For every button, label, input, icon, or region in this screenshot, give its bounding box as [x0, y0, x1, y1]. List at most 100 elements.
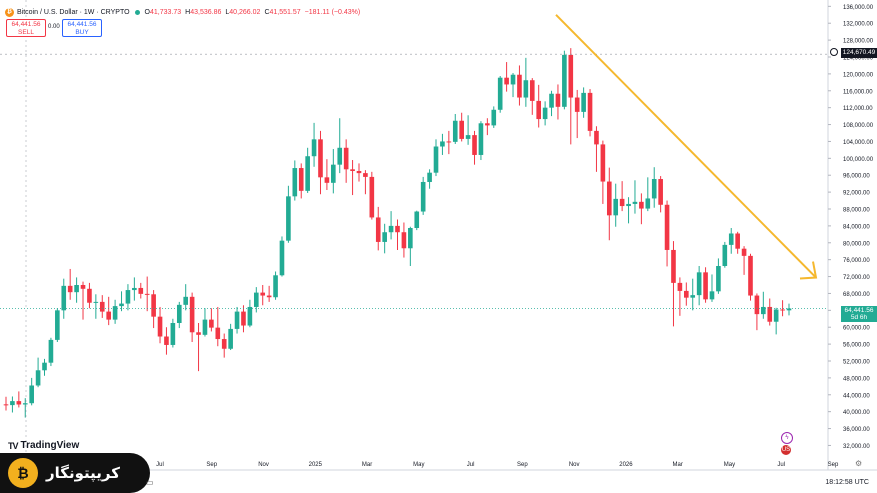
candle-body — [594, 130, 599, 145]
x-tick-label: May — [724, 462, 735, 468]
candle-body — [523, 80, 529, 98]
candle-body — [202, 319, 208, 335]
x-tick-label: 2026 — [619, 462, 633, 468]
open-value: O41,733.73 — [144, 8, 182, 16]
candle-body — [395, 225, 400, 233]
candle-body — [80, 285, 86, 289]
candle-body — [741, 248, 747, 256]
candle-body — [61, 285, 67, 311]
x-tick-label: Sep — [828, 462, 839, 468]
candle-body — [87, 288, 92, 303]
candle-body — [221, 339, 227, 349]
event-lightning-icon[interactable]: ϟ — [781, 432, 793, 444]
buy-label: BUY — [75, 29, 89, 36]
settings-gear-icon[interactable]: ⚙ — [855, 459, 863, 468]
candle-body — [510, 74, 516, 85]
candle-body — [497, 77, 503, 110]
sell-price: 64,441.56 — [11, 21, 41, 28]
candle-body — [716, 266, 721, 292]
candle-body — [209, 319, 214, 328]
y-tick-label: 36,000.00 — [843, 427, 870, 433]
candle-body — [613, 198, 619, 216]
candle-body — [433, 146, 439, 173]
candle-body — [112, 306, 118, 320]
candle-body — [125, 290, 131, 304]
candle-body — [157, 316, 163, 337]
candle-body — [22, 403, 28, 405]
candle-body — [253, 292, 259, 307]
candle-body — [722, 244, 728, 266]
x-tick-label: Nov — [258, 462, 269, 468]
y-tick-label: 116,000.00 — [843, 89, 873, 95]
x-tick-label: Jul — [156, 462, 164, 468]
candle-body — [690, 295, 696, 298]
candle-body — [266, 295, 272, 298]
high-value: H43,536.86 — [185, 8, 222, 16]
current-price-value: 64,441.56 — [844, 307, 874, 314]
candle-body — [581, 92, 586, 112]
candle-body — [375, 217, 381, 242]
x-tick-label: May — [413, 462, 424, 468]
minimize-icon[interactable]: ▭ — [146, 478, 154, 487]
y-tick-label: 112,000.00 — [843, 106, 873, 112]
candle-body — [677, 282, 683, 291]
change-value: −181.11 (−0.43%) — [304, 8, 361, 16]
candle-body — [16, 401, 22, 405]
candle-body — [542, 107, 548, 120]
candle-body — [773, 309, 779, 322]
candle-body — [401, 232, 407, 249]
candle-body — [408, 228, 413, 249]
candle-body — [658, 179, 663, 205]
tradingview-text: TradingView — [20, 440, 80, 451]
alert-circle-icon[interactable] — [830, 48, 838, 56]
y-tick-label: 108,000.00 — [843, 123, 874, 129]
candle-body — [600, 144, 606, 182]
y-tick-label: 52,000.00 — [843, 360, 870, 366]
candle-body — [414, 211, 420, 228]
candle-body — [292, 168, 298, 197]
y-tick-label: 68,000.00 — [843, 292, 870, 298]
spread-value: 0.00 — [48, 24, 60, 30]
candle-body — [55, 310, 60, 340]
candle-body — [363, 173, 368, 177]
y-tick-label: 48,000.00 — [843, 376, 870, 382]
candle-body — [491, 109, 497, 126]
candle-body — [440, 141, 445, 147]
sell-label: SELL — [18, 29, 34, 36]
sell-button[interactable]: 64,441.56 SELL — [6, 19, 46, 37]
candle-body — [619, 198, 625, 207]
candle-body — [420, 181, 426, 212]
candle-body — [446, 141, 452, 143]
candle-body — [684, 290, 689, 298]
candle-body — [452, 120, 458, 142]
y-tick-label: 92,000.00 — [843, 191, 870, 197]
bitcoin-icon: ₿ — [5, 7, 14, 17]
y-tick-label: 40,000.00 — [843, 410, 870, 416]
y-tick-label: 56,000.00 — [843, 343, 870, 349]
candle-body — [748, 255, 753, 296]
candle-body — [478, 123, 484, 155]
candle-body — [183, 296, 189, 305]
x-tick-label: Sep — [517, 462, 528, 468]
y-tick-label: 76,000.00 — [843, 258, 870, 264]
candle-body — [562, 54, 567, 107]
candle-body — [48, 339, 54, 363]
x-tick-label: Mar — [673, 462, 683, 468]
symbol-title[interactable]: Bitcoin / U.S. Dollar · 1W · CRYPTO — [17, 8, 130, 16]
candle-body — [324, 177, 330, 183]
candle-body — [228, 328, 233, 349]
y-tick-label: 124,000.00 — [843, 56, 874, 62]
price-axis-panel — [828, 0, 877, 493]
candle-body — [786, 308, 792, 311]
candle-body — [504, 77, 509, 85]
event-us-flag-icon[interactable]: US — [781, 445, 791, 455]
candle-body — [234, 311, 240, 329]
tradingview-watermark: TV TradingView — [8, 440, 79, 451]
buy-button[interactable]: 64,441.56 BUY — [62, 19, 102, 37]
candle-body — [343, 147, 349, 170]
candle-body — [10, 401, 15, 406]
brand-banner: ₿ کریپتونگار — [0, 453, 150, 493]
candle-body — [632, 201, 638, 204]
x-tick-label: Jul — [777, 462, 785, 468]
